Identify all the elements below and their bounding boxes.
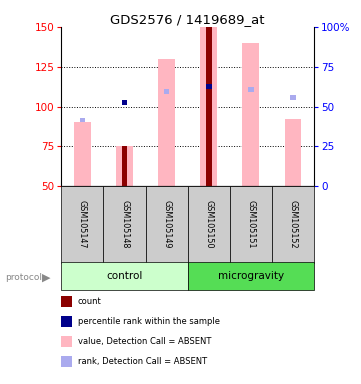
Bar	[230, 186, 272, 263]
Bar	[206, 84, 212, 89]
Bar	[272, 186, 314, 263]
Text: ▶: ▶	[42, 272, 50, 282]
Text: microgravity: microgravity	[218, 271, 284, 281]
Bar	[284, 119, 301, 186]
Bar	[61, 262, 188, 290]
Bar	[74, 122, 91, 186]
Text: GSM105150: GSM105150	[204, 200, 213, 249]
Text: GSM105152: GSM105152	[288, 200, 297, 249]
Text: rank, Detection Call = ABSENT: rank, Detection Call = ABSENT	[78, 357, 207, 366]
Bar	[116, 146, 133, 186]
Bar	[188, 186, 230, 263]
Title: GDS2576 / 1419689_at: GDS2576 / 1419689_at	[110, 13, 265, 26]
Bar	[122, 100, 127, 105]
Bar	[164, 89, 169, 94]
Text: percentile rank within the sample: percentile rank within the sample	[78, 317, 219, 326]
Text: count: count	[78, 297, 101, 306]
Bar	[200, 27, 217, 186]
Bar	[61, 186, 104, 263]
Bar	[206, 27, 212, 186]
Text: GSM105148: GSM105148	[120, 200, 129, 249]
Text: protocol: protocol	[5, 273, 42, 282]
Bar	[243, 43, 259, 186]
Bar	[248, 88, 254, 92]
Bar	[188, 262, 314, 290]
Text: GSM105149: GSM105149	[162, 200, 171, 249]
Text: GSM105147: GSM105147	[78, 200, 87, 249]
Bar	[158, 59, 175, 186]
Text: value, Detection Call = ABSENT: value, Detection Call = ABSENT	[78, 337, 211, 346]
Bar	[122, 146, 127, 186]
Text: GSM105151: GSM105151	[247, 200, 255, 249]
Bar	[80, 118, 85, 122]
Bar	[290, 95, 296, 100]
Bar	[145, 186, 188, 263]
Bar	[104, 186, 145, 263]
Bar	[206, 84, 212, 89]
Text: control: control	[106, 271, 143, 281]
